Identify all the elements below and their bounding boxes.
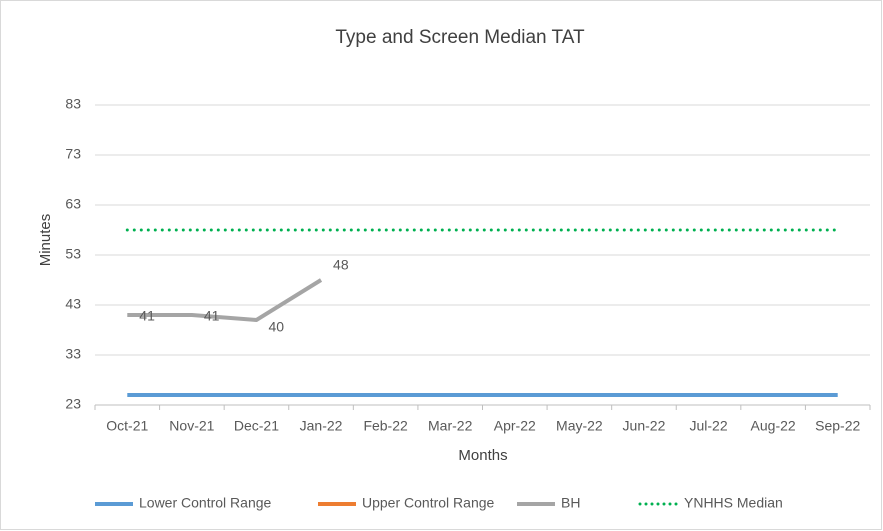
legend-label: BH: [561, 495, 580, 511]
chart-title: Type and Screen Median TAT: [335, 27, 585, 48]
x-tick-label: Jul-22: [689, 418, 727, 434]
x-axis-title: Months: [458, 447, 507, 464]
x-tick-label: Dec-21: [234, 418, 279, 434]
y-tick-label: 23: [65, 396, 81, 412]
x-tick-label: Sep-22: [815, 418, 860, 434]
y-tick-label: 53: [65, 246, 81, 262]
x-tick-label: Jun-22: [623, 418, 666, 434]
x-tick-label: Mar-22: [428, 418, 473, 434]
series-line: [127, 278, 323, 323]
y-axis-title: Minutes: [37, 214, 54, 267]
x-tick-label: Oct-21: [106, 418, 148, 434]
y-tick-label: 63: [65, 196, 81, 212]
y-tick-label: 83: [65, 96, 81, 112]
legend-label: YNHHS Median: [684, 495, 783, 511]
x-tick-label: Apr-22: [494, 418, 536, 434]
data-label: 41: [204, 308, 220, 324]
legend-label: Upper Control Range: [362, 495, 495, 511]
x-tick-label: Feb-22: [363, 418, 408, 434]
y-tick-label: 73: [65, 146, 81, 162]
x-tick-label: Nov-21: [169, 418, 214, 434]
y-tick-label: 43: [65, 296, 81, 312]
y-tick-label: 33: [65, 346, 81, 362]
data-label: 40: [268, 319, 284, 335]
legend-label: Lower Control Range: [139, 495, 272, 511]
x-tick-label: Aug-22: [751, 418, 796, 434]
x-tick-label: May-22: [556, 418, 603, 434]
data-label: 41: [139, 308, 155, 324]
data-label: 48: [333, 257, 349, 273]
x-tick-label: Jan-22: [300, 418, 343, 434]
